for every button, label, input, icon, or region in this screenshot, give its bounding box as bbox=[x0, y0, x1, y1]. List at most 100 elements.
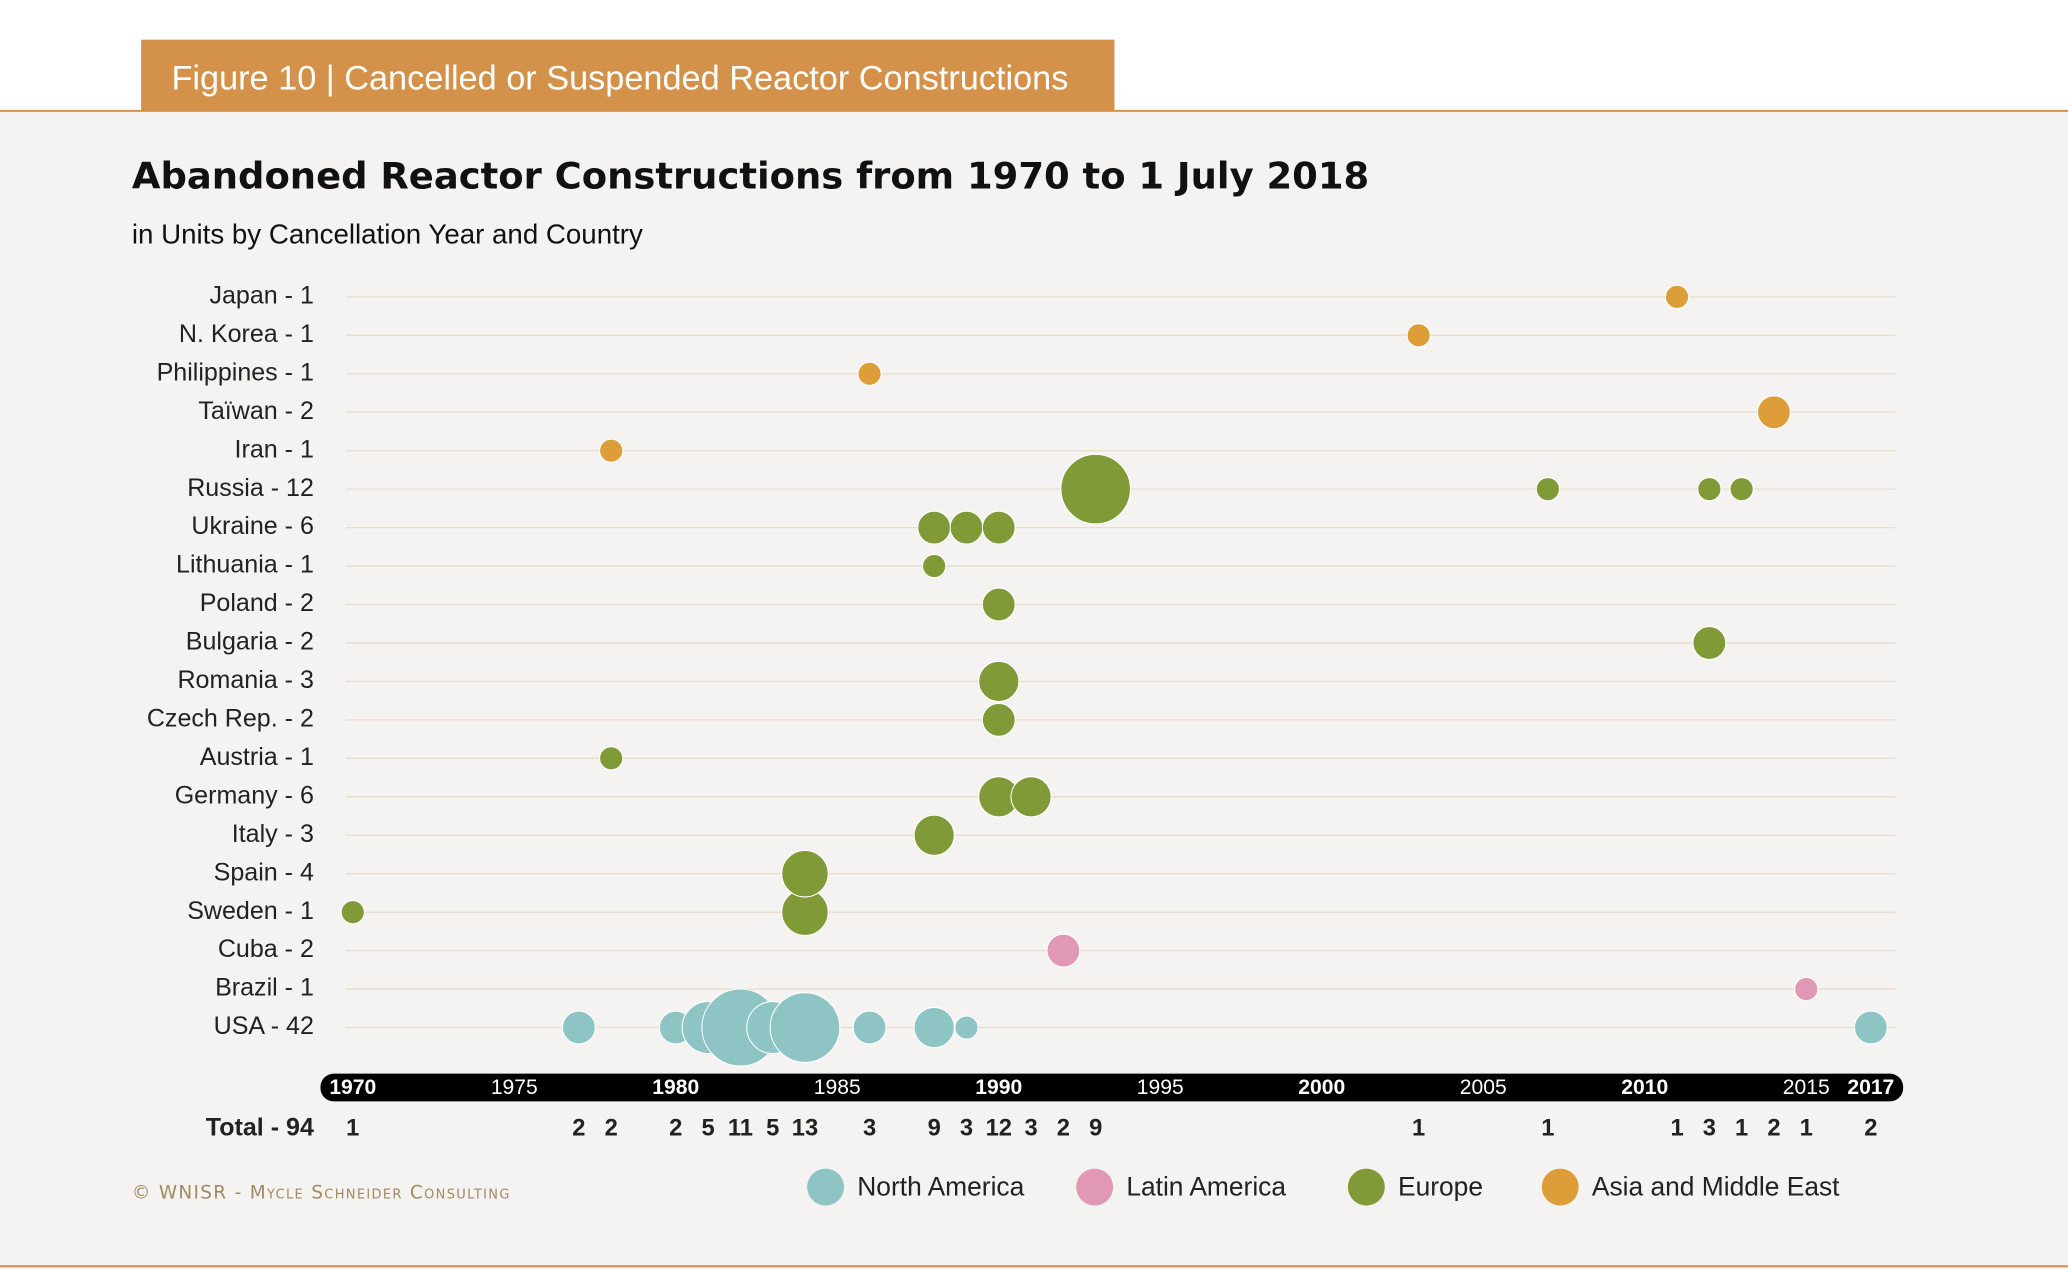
row-label: Lithuania - 1 bbox=[176, 551, 314, 579]
legend-label: Asia and Middle East bbox=[1592, 1171, 1840, 1201]
bubble bbox=[1692, 626, 1727, 660]
row-label: Germany - 6 bbox=[175, 781, 314, 809]
x-tick-label: 1995 bbox=[1137, 1076, 1184, 1099]
legend-swatch bbox=[1541, 1168, 1579, 1206]
grid bbox=[345, 296, 1896, 1029]
row-label: Russia - 12 bbox=[187, 474, 314, 502]
total-value: 9 bbox=[1089, 1115, 1102, 1141]
total-value: 1 bbox=[1800, 1115, 1813, 1141]
total-value: 2 bbox=[669, 1115, 682, 1141]
bubble bbox=[1757, 395, 1791, 430]
total-value: 9 bbox=[928, 1115, 941, 1141]
row-label: USA - 42 bbox=[214, 1012, 314, 1040]
legend-label: North America bbox=[857, 1171, 1024, 1201]
row-label: Bulgaria - 2 bbox=[186, 628, 314, 656]
total-value: 3 bbox=[960, 1115, 973, 1141]
footer: © WNISR - Mycle Schneider Consulting bbox=[132, 1183, 511, 1204]
x-tick-label: 2000 bbox=[1298, 1076, 1345, 1099]
x-tick-label: 1990 bbox=[975, 1076, 1022, 1099]
bubble bbox=[978, 660, 1020, 703]
bubble bbox=[1046, 933, 1081, 968]
row-label: Austria - 1 bbox=[200, 743, 314, 771]
bubble bbox=[340, 900, 365, 925]
chart-subtitle: in Units by Cancellation Year and Countr… bbox=[132, 219, 643, 250]
x-axis-band bbox=[320, 1073, 1904, 1102]
legend-swatch bbox=[1076, 1168, 1114, 1206]
bubble bbox=[913, 814, 955, 856]
legend-swatch bbox=[807, 1168, 845, 1206]
bubble bbox=[1697, 477, 1722, 502]
bubble bbox=[981, 510, 1016, 545]
bubble bbox=[852, 1010, 887, 1045]
x-tick-label: 2005 bbox=[1460, 1076, 1507, 1099]
row-label: N. Korea - 1 bbox=[179, 320, 314, 348]
total-value: 1 bbox=[1735, 1115, 1748, 1141]
total-value: 2 bbox=[1767, 1115, 1780, 1141]
total-value: 11 bbox=[728, 1115, 753, 1141]
row-label: Poland - 2 bbox=[200, 589, 314, 617]
bubble bbox=[1010, 776, 1052, 818]
legend-label: Latin America bbox=[1126, 1171, 1286, 1201]
x-tick-label: 1975 bbox=[491, 1076, 538, 1099]
row-label: Iran - 1 bbox=[235, 435, 314, 463]
x-tick-label: 1980 bbox=[652, 1076, 699, 1099]
total-value: 3 bbox=[1024, 1115, 1037, 1141]
row-label: Italy - 3 bbox=[232, 820, 314, 848]
x-tick-label: 2017 bbox=[1847, 1076, 1894, 1099]
header: Figure 10 | Cancelled or Suspended React… bbox=[171, 60, 1068, 98]
total-value: 13 bbox=[792, 1115, 818, 1141]
row-label: Philippines - 1 bbox=[157, 358, 314, 386]
bubble bbox=[922, 553, 947, 579]
row-label: Taïwan - 2 bbox=[198, 397, 314, 425]
bubble bbox=[949, 510, 984, 545]
bubble bbox=[599, 438, 624, 463]
total-value: 3 bbox=[1703, 1115, 1716, 1141]
bubble bbox=[913, 1006, 955, 1049]
row-label: Czech Rep. - 2 bbox=[147, 705, 314, 733]
row-label: Sweden - 1 bbox=[187, 897, 314, 925]
total-value: 2 bbox=[605, 1115, 618, 1141]
bubble bbox=[981, 587, 1016, 622]
total-value: 1 bbox=[346, 1115, 359, 1141]
bubble bbox=[1535, 477, 1560, 502]
bubble bbox=[1853, 1010, 1888, 1045]
legend-swatch bbox=[1347, 1168, 1385, 1206]
bubble bbox=[781, 849, 829, 898]
bubble bbox=[769, 992, 841, 1063]
bubble bbox=[1664, 284, 1690, 310]
total-value: 1 bbox=[1412, 1115, 1425, 1141]
row-label: Ukraine - 6 bbox=[191, 512, 314, 540]
total-value: 2 bbox=[1864, 1115, 1877, 1141]
total-label: Total - 94 bbox=[206, 1114, 314, 1142]
bubbles bbox=[340, 284, 1888, 1067]
total-value: 12 bbox=[986, 1115, 1012, 1141]
bubble bbox=[1794, 976, 1819, 1002]
bubble bbox=[1406, 323, 1431, 348]
row-label: Romania - 3 bbox=[177, 666, 313, 694]
bubble bbox=[599, 746, 624, 771]
x-tick-label: 1985 bbox=[814, 1076, 861, 1099]
bubble bbox=[1729, 477, 1754, 502]
x-tick-label: 2015 bbox=[1783, 1076, 1830, 1099]
total-value: 1 bbox=[1541, 1115, 1554, 1141]
chart-title: Abandoned Reactor Constructions from 197… bbox=[132, 155, 1369, 198]
bubble bbox=[917, 510, 952, 545]
legend-label: Europe bbox=[1398, 1171, 1483, 1201]
x-tick-label: 2010 bbox=[1621, 1076, 1668, 1099]
row-label: Japan - 1 bbox=[209, 281, 313, 309]
row-label: Brazil - 1 bbox=[215, 974, 314, 1002]
row-label: Spain - 4 bbox=[214, 858, 314, 886]
bubble bbox=[981, 702, 1016, 737]
total-value: 2 bbox=[1057, 1115, 1070, 1141]
bubble bbox=[857, 361, 882, 386]
row-label: Cuba - 2 bbox=[218, 935, 314, 963]
bubble bbox=[954, 1015, 979, 1040]
total-value: 3 bbox=[863, 1115, 876, 1141]
x-tick-label: 1970 bbox=[329, 1076, 376, 1099]
total-value: 5 bbox=[766, 1115, 779, 1141]
header-box bbox=[141, 39, 1115, 111]
total-value: 1 bbox=[1670, 1115, 1683, 1141]
bubble bbox=[561, 1010, 596, 1045]
